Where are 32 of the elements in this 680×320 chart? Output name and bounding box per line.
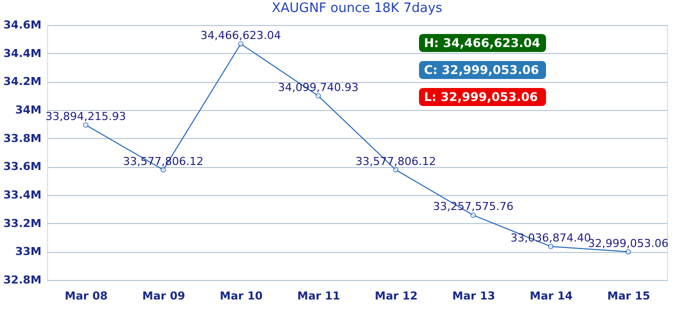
point xyxy=(160,167,166,173)
y-tick-label: 34.6M xyxy=(3,18,42,32)
point xyxy=(626,249,631,255)
y-tick-label: 33.2M xyxy=(3,216,42,230)
x-tick-label: Mar 09 xyxy=(142,290,186,302)
annotation: H: 34,466,623.04 xyxy=(424,36,540,50)
annotation: C: 32,999,053.06 xyxy=(424,63,539,77)
point xyxy=(316,93,321,99)
x-tick-label: Mar 08 xyxy=(64,290,108,302)
x-tick-label: Mar 13 xyxy=(452,290,496,302)
y-tick-label: 33.6M xyxy=(3,160,42,174)
y-tick-label: 34.2M xyxy=(3,75,42,88)
chart-title: XAUGNF ounce 18K 7days xyxy=(272,1,443,16)
x-tick-label: Mar 12 xyxy=(374,290,418,302)
annotation: L: 32,999,053.06 xyxy=(424,90,538,104)
y-tick-label: 33.8M xyxy=(3,132,42,145)
data-label: 33,894,215.93 xyxy=(46,110,126,123)
data-label: 34,466,623.04 xyxy=(200,28,281,42)
y-tick-label: 34.4M xyxy=(3,46,42,60)
y-tick-label: 32.8M xyxy=(3,274,42,286)
y-tick-label: 34M xyxy=(15,104,42,116)
point xyxy=(238,41,244,47)
point xyxy=(470,212,476,218)
point xyxy=(393,167,398,173)
x-tick-label: Mar 15 xyxy=(607,290,650,302)
x-tick-label: Mar 10 xyxy=(220,290,264,302)
point xyxy=(548,244,554,250)
y-tick-label: 33.4M xyxy=(3,188,42,202)
y-tick-label: 33M xyxy=(15,245,42,258)
x-tick-label: Mar 11 xyxy=(297,290,340,302)
x-tick-label: Mar 14 xyxy=(530,290,574,302)
point xyxy=(83,122,88,128)
